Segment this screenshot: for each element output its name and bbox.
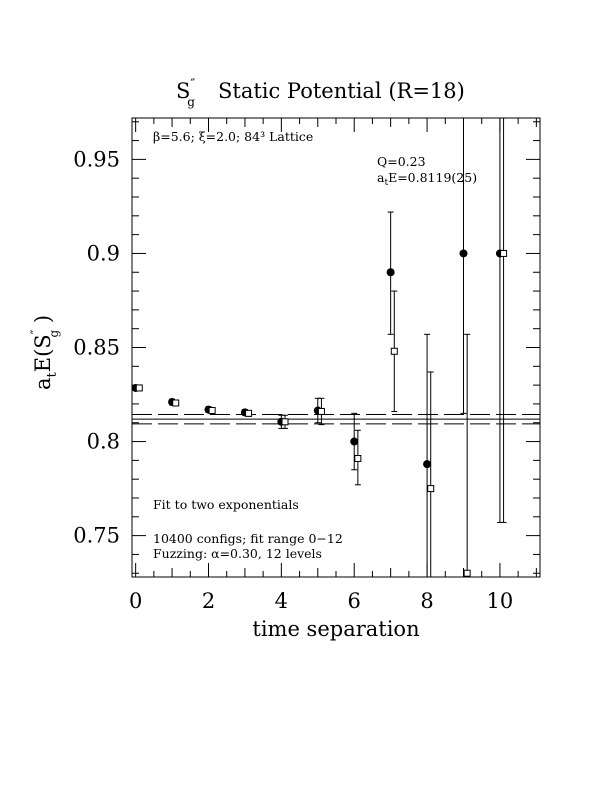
point-open-square [390, 347, 398, 355]
fit-band [132, 413, 540, 425]
title-text: Static Potential (R=18) [218, 79, 465, 103]
point-open-square [281, 418, 289, 426]
y-axis-title: atE(S″ g ) [29, 315, 61, 390]
point-filled-circle [386, 268, 395, 277]
data-markers [131, 249, 508, 577]
ylabel-main: E(S [31, 334, 55, 372]
x-tick-label: 6 [348, 589, 361, 613]
configs-note: 10400 configs; fit range 0−12 [153, 531, 343, 546]
ylabel-sub: g [47, 329, 61, 337]
point-open-square [500, 249, 508, 257]
point-filled-circle [350, 437, 359, 446]
point-filled-circle [459, 249, 468, 258]
fit-energy-value: E=0.8119(25) [388, 170, 477, 185]
ylabel-sup: ″ [29, 329, 44, 334]
x-tick-label: 4 [275, 589, 288, 613]
q-value-note: Q=0.23 [377, 154, 426, 169]
title-symbol-base: S [176, 79, 190, 103]
point-open-square [354, 454, 362, 462]
point-open-square [172, 399, 180, 407]
fit-energy-note: atE=0.8119(25) [377, 170, 477, 188]
point-open-square [135, 384, 143, 392]
y-tick-label: 0.95 [73, 147, 120, 171]
y-tick-label: 0.8 [87, 430, 120, 454]
fit-description: Fit to two exponentials [153, 497, 299, 512]
point-open-square [208, 407, 216, 415]
ylabel-prefix-sub: t [45, 371, 60, 377]
ylabel-suffix: ) [31, 315, 55, 330]
chart-title: S″ g Static Potential (R=18) [176, 77, 465, 109]
title-symbol-sup: ″ [190, 77, 195, 92]
x-tick-label: 2 [202, 589, 215, 613]
y-tick-label: 0.9 [87, 241, 120, 265]
point-open-square [317, 407, 325, 415]
ylabel-prefix: a [31, 377, 55, 390]
point-open-square [463, 569, 471, 577]
x-axis-title: time separation [252, 617, 419, 641]
y-tick-label: 0.75 [73, 524, 120, 548]
point-open-square [245, 409, 253, 417]
x-tick-label: 10 [487, 589, 514, 613]
x-tick-label: 8 [420, 589, 433, 613]
fit-energy-prefix: a [377, 170, 385, 185]
fuzzing-note: Fuzzing: α=0.30, 12 levels [153, 546, 322, 561]
point-filled-circle [423, 460, 432, 469]
axis-ticks [132, 118, 540, 577]
y-tick-label: 0.85 [73, 336, 120, 360]
point-open-square [427, 485, 435, 493]
title-symbol-sub: g [187, 95, 195, 109]
x-tick-label: 0 [129, 589, 142, 613]
lattice-note: β=5.6; ξ=2.0; 84³ Lattice [153, 129, 313, 144]
fit-energy-sub: t [384, 178, 388, 188]
axis-tick-labels: 0 2 4 6 8 10 0.75 0.8 0.85 0.9 0.95 [73, 147, 513, 613]
